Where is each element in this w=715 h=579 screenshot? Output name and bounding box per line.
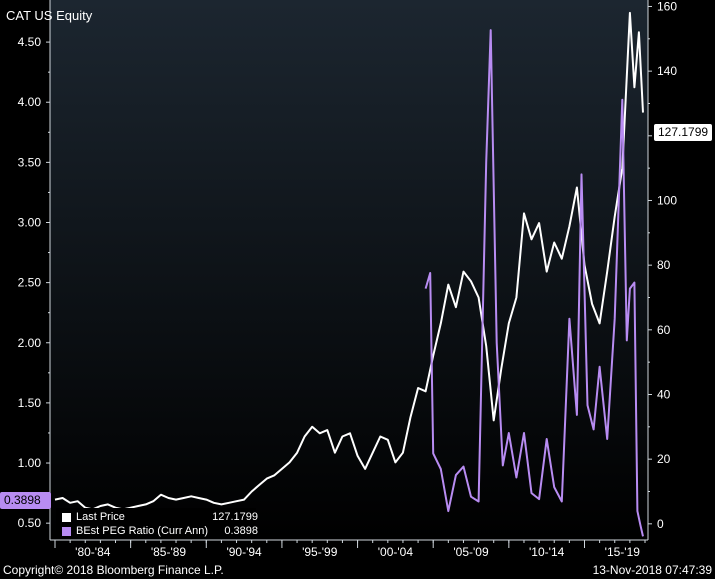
left-tick-label: 3.00 (18, 215, 42, 229)
left-tick-label: 0.50 (18, 516, 42, 530)
x-tick-label: '15-'19 (605, 545, 641, 559)
legend-swatch-last-price (62, 513, 71, 522)
right-tick-label: 40 (657, 387, 671, 401)
right-tick-label: 20 (657, 452, 671, 466)
left-tick-label: 3.50 (18, 155, 42, 169)
right-tick-label: 80 (657, 258, 671, 272)
x-tick-label: '80-'84 (75, 545, 111, 559)
x-tick-label: '05-'09 (453, 545, 489, 559)
chart-legend: Last Price 127.1799 BEst PEG Ratio (Curr… (56, 508, 258, 538)
x-tick-label: '00-'04 (378, 545, 414, 559)
series-layer (54, 11, 644, 537)
legend-value-peg: 0.3898 (224, 525, 258, 537)
x-axis: '80-'84 '85-'89 '90-'94 '95-'99 '00-'04 '05-'… (50, 539, 648, 559)
left-tick-label: 2.00 (18, 336, 42, 350)
copyright-text: Copyright© 2018 Bloomberg Finance L.P. (3, 563, 224, 577)
chart-title: CAT US Equity (6, 8, 93, 23)
right-axis: 020406080100120140160 (647, 0, 677, 540)
left-tick-label: 4.00 (18, 95, 42, 109)
right-tick-label: 60 (657, 323, 671, 337)
x-tick-label: '95-'99 (302, 545, 338, 559)
legend-label-peg: BEst PEG Ratio (Curr Ann) (76, 525, 209, 537)
right-tick-label: 0 (657, 517, 664, 531)
right-tick-label: 140 (657, 64, 677, 78)
right-tick-label: 160 (657, 0, 677, 13)
legend-swatch-peg (62, 527, 71, 536)
legend-item-peg: BEst PEG Ratio (Curr Ann) 0.3898 (62, 525, 258, 538)
series-line-peg (424, 29, 644, 537)
series-line-last-price (54, 11, 644, 511)
left-tick-label: 4.50 (18, 35, 42, 49)
x-tick-label: '10-'14 (529, 545, 565, 559)
last-price-value-tag: 127.1799 (654, 124, 713, 141)
legend-item-last-price: Last Price 127.1799 (62, 511, 258, 524)
x-tick-label: '90-'94 (226, 545, 262, 559)
timestamp-text: 13-Nov-2018 07:47:39 (592, 563, 712, 577)
legend-label-last-price: Last Price (76, 511, 125, 523)
left-tick-label: 1.00 (18, 456, 42, 470)
left-axis: 0.50 1.00 1.50 2.00 2.50 3.00 3.50 4.00 4.50 (18, 0, 51, 540)
right-tick-label: 100 (657, 193, 677, 207)
x-tick-label: '85-'89 (151, 545, 187, 559)
peg-value-tag: 0.3898 (0, 492, 51, 509)
plot-area (50, 0, 648, 540)
legend-value-last-price: 127.1799 (212, 511, 258, 523)
left-tick-label: 1.50 (18, 396, 42, 410)
left-tick-label: 2.50 (18, 276, 42, 290)
